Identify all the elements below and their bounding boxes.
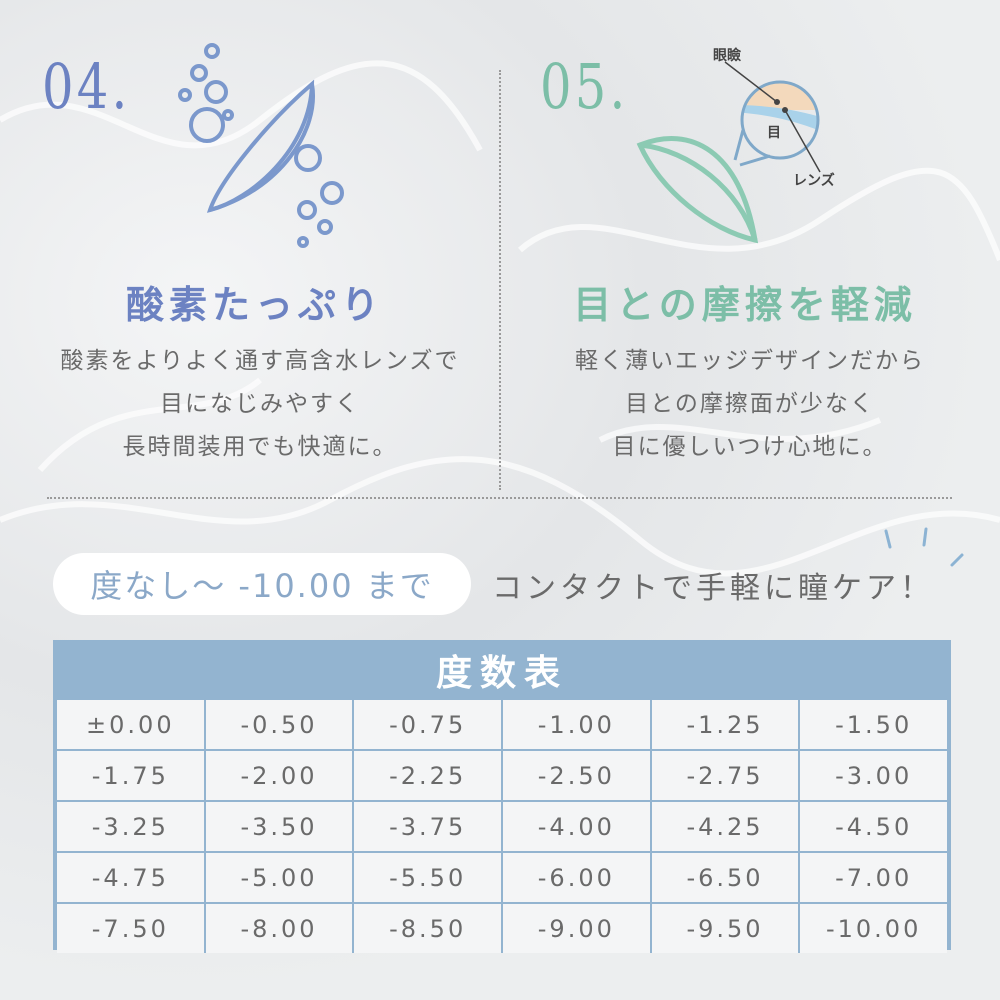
power-cell: -6.50: [651, 853, 799, 902]
feature-05-description: 軽く薄いエッジデザインだから 目との摩擦面が少なく 目に優しいつけ心地に。: [520, 340, 980, 469]
vertical-divider: [499, 70, 501, 490]
power-table-title: 度数表: [435, 653, 568, 694]
power-cell: -2.00: [205, 751, 353, 800]
power-cell: -5.00: [205, 853, 353, 902]
eyelid-label: 眼瞼: [713, 48, 741, 64]
power-cell: -1.75: [57, 751, 204, 800]
power-cell: -1.25: [651, 700, 799, 749]
power-table: 度数表 ±0.00 -0.50 -0.75 -1.00 -1.25 -1.50 -1.75-…: [53, 640, 951, 953]
power-cell: ±0.00: [57, 700, 204, 749]
description-line: 目との摩擦面が少なく: [625, 391, 875, 417]
power-cell: -7.00: [800, 853, 947, 902]
lens-cross-section-icon: [636, 61, 821, 244]
feature-number-05: 05.: [540, 50, 629, 123]
power-cell: -7.50: [57, 904, 204, 953]
description-line: 軽く薄いエッジデザインだから: [575, 348, 925, 374]
power-cell: -1.00: [503, 700, 650, 749]
power-cell: -3.50: [205, 802, 353, 851]
power-cell: -2.50: [503, 751, 650, 800]
power-cell: -5.50: [354, 853, 501, 902]
power-range-pill: 度なし～ -10.00 まで: [53, 553, 471, 615]
sparkle-lines-icon: [884, 527, 964, 567]
description-line: 長時間装用でも快適に。: [122, 434, 398, 460]
power-cell: -4.75: [57, 853, 204, 902]
power-cell: -9.00: [503, 904, 650, 953]
power-cell: -4.25: [651, 802, 799, 851]
power-cell: -0.75: [354, 700, 501, 749]
power-cell: -4.50: [800, 802, 947, 851]
lens-with-bubbles-icon: [178, 43, 344, 248]
description-line: 酸素をよりよく通す高含水レンズで: [60, 348, 460, 374]
feature-05-title: 目との摩擦を軽減: [573, 283, 917, 327]
power-cell: -3.25: [57, 802, 204, 851]
power-table-grid: ±0.00 -0.50 -0.75 -1.00 -1.25 -1.50 -1.75 -2.00…: [57, 700, 947, 953]
tagline: コンタクトで手軽に瞳ケア！: [492, 571, 934, 606]
power-cell: -6.00: [503, 853, 650, 902]
power-cell: -0.50: [205, 700, 353, 749]
feature-04-description: 酸素をよりよく通す高含水レンズで 目になじみやすく 長時間装用でも快適に。: [30, 340, 490, 469]
feature-number-04: 04.: [42, 50, 131, 123]
horizontal-divider: [47, 497, 952, 499]
eye-label: 目: [767, 125, 781, 141]
power-cell: -3.75: [354, 802, 501, 851]
power-cell: -1.50: [800, 700, 947, 749]
power-cell: -3.00: [800, 751, 947, 800]
power-cell: -2.25: [354, 751, 501, 800]
description-line: 目に優しいつけ心地に。: [612, 434, 888, 460]
lens-label: レンズ: [793, 173, 835, 189]
power-cell: -4.00: [503, 802, 650, 851]
power-cell: -9.50: [651, 904, 799, 953]
power-cell: -10.00: [800, 904, 947, 953]
feature-04-title: 酸素たっぷり: [125, 283, 384, 327]
power-cell: -8.00: [205, 904, 353, 953]
power-cell: -8.50: [354, 904, 501, 953]
power-cell: -2.75: [651, 751, 799, 800]
description-line: 目になじみやすく: [160, 391, 360, 417]
